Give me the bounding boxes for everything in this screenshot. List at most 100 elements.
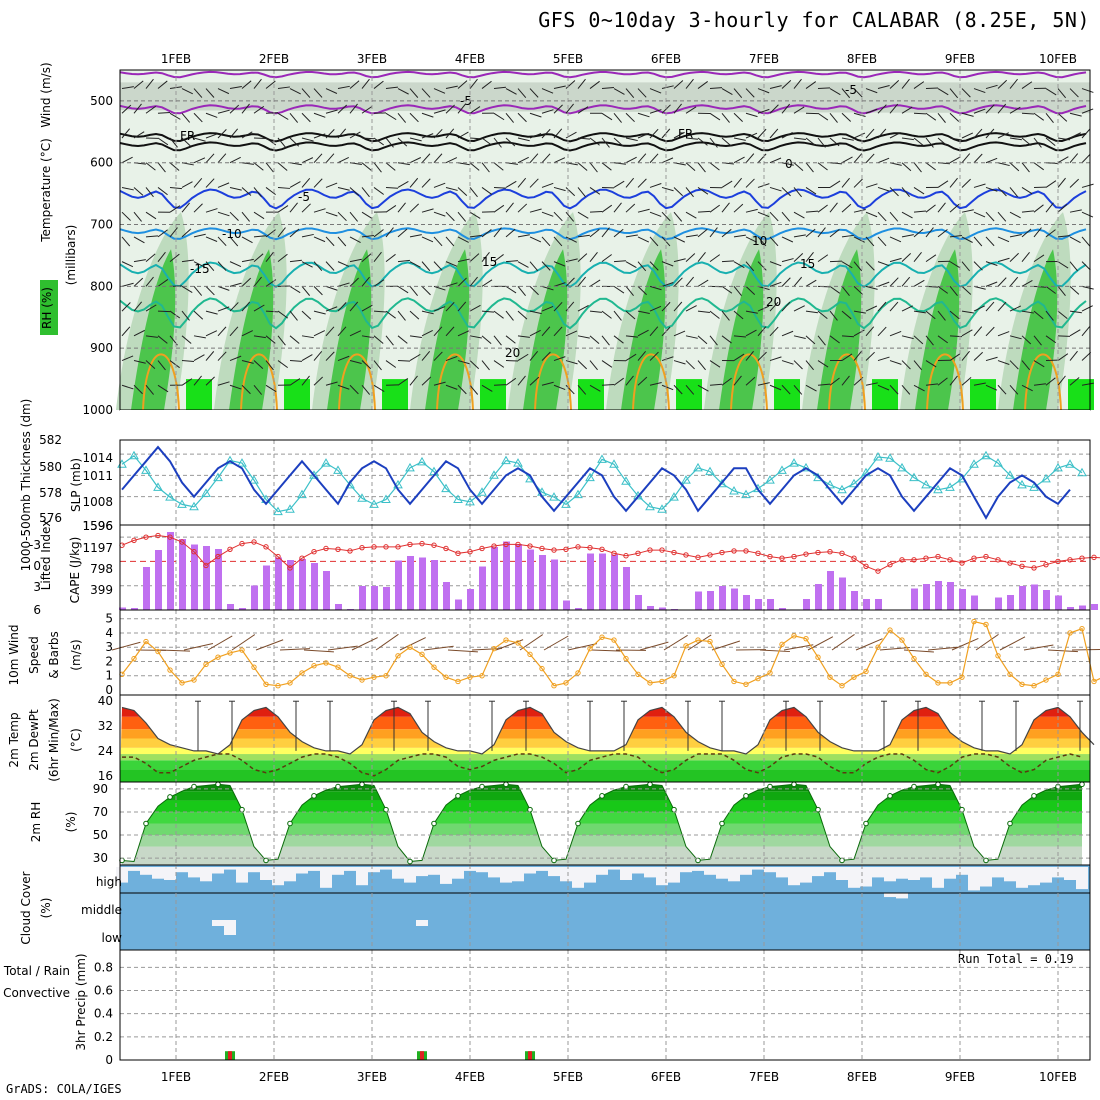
wind-barb xyxy=(541,351,551,361)
wind-barb xyxy=(829,162,842,165)
contour-label: FR xyxy=(678,127,693,141)
rh-shading xyxy=(120,82,1090,114)
ylabel-total-rain: Total / Rain xyxy=(3,964,70,978)
wind-barb xyxy=(397,180,409,188)
wind-barb xyxy=(541,285,554,291)
wind-barb xyxy=(277,162,288,171)
cloud-cell-low xyxy=(212,920,224,926)
wind-barb xyxy=(817,162,828,171)
wind-barb xyxy=(253,162,264,171)
wind-barb xyxy=(481,279,493,287)
wind-barb xyxy=(793,384,803,395)
thickness-point xyxy=(825,479,835,489)
rh2m-band xyxy=(122,823,1082,836)
wind-barb xyxy=(265,310,279,313)
wind-barb xyxy=(1081,183,1094,188)
cloud-cell-high xyxy=(248,867,260,873)
wind-barb xyxy=(181,310,190,321)
wind-barb xyxy=(901,360,911,370)
thickness-point xyxy=(765,475,775,484)
cape-bar xyxy=(527,549,534,610)
wind-barb xyxy=(625,137,638,142)
wind-barb xyxy=(169,112,181,120)
wind-barb xyxy=(1021,162,1030,173)
cloud-cell-high xyxy=(884,867,896,882)
wind-barb xyxy=(409,286,418,296)
wind-barb xyxy=(1081,108,1094,114)
wind-barb xyxy=(361,137,375,140)
wind-barb xyxy=(817,112,829,121)
wind-barb xyxy=(637,236,650,243)
lifted-index-point xyxy=(503,541,509,548)
wind-barb xyxy=(613,180,625,188)
wind-barb xyxy=(421,133,434,139)
cloud-cell-high xyxy=(836,867,848,880)
wind-barb xyxy=(841,88,851,99)
wind-barb xyxy=(937,335,948,344)
wind-barb xyxy=(229,355,242,362)
wind-barb-10m xyxy=(639,641,669,651)
wind-barb xyxy=(1081,153,1091,164)
cape-bar xyxy=(1055,595,1062,610)
ylabel-cloud-units: (%) xyxy=(39,898,53,919)
rh-shading xyxy=(131,249,176,410)
wind-barb xyxy=(1069,285,1080,295)
lifted-index-point xyxy=(947,557,953,563)
wind-barb xyxy=(865,326,875,337)
wind-barb xyxy=(889,330,902,337)
wind-barb xyxy=(205,88,215,98)
wind-barb xyxy=(373,229,384,238)
wind-barb xyxy=(1081,305,1093,312)
wind-barb xyxy=(781,103,791,114)
wind-barb-10m xyxy=(471,648,502,651)
wind-barb xyxy=(757,108,770,114)
rh-shading xyxy=(970,379,996,410)
thickness-point xyxy=(969,459,979,468)
thickness-point xyxy=(717,478,727,488)
wind-barb xyxy=(685,211,697,219)
wind-barb xyxy=(997,277,1007,287)
wind-barb xyxy=(145,253,156,263)
wind-barb xyxy=(193,286,203,296)
wind-barb xyxy=(733,203,744,213)
rh-shading xyxy=(523,249,568,410)
cape-tick-label: 1596 xyxy=(82,519,113,533)
cloud-cell-high xyxy=(116,867,128,883)
wind-barb xyxy=(553,356,566,362)
isotherm-15 xyxy=(119,261,1087,288)
precip-tick-label: 0 xyxy=(105,1053,113,1067)
wind-barb xyxy=(757,305,770,312)
wind-barb-10m xyxy=(327,645,358,651)
wind-barb xyxy=(205,236,218,242)
wind-barb xyxy=(877,128,887,139)
lifted-index-point xyxy=(515,541,521,548)
wind-barb xyxy=(589,137,600,146)
wind-barb xyxy=(265,162,274,173)
wind-barb xyxy=(793,137,806,140)
wind-barb xyxy=(973,326,983,337)
lifted-index-point xyxy=(971,555,977,561)
wind-barb xyxy=(397,137,408,147)
wind-speed-point xyxy=(203,661,209,668)
wind-barb xyxy=(805,360,814,371)
contour-label: -5 xyxy=(298,190,310,204)
wind-barb xyxy=(529,261,539,272)
wind-barb xyxy=(889,277,899,287)
x-tick-label-bottom: 7FEB xyxy=(749,1070,779,1084)
wind-barb xyxy=(589,80,600,89)
wind-barb xyxy=(385,253,396,263)
wind-barb xyxy=(925,137,934,148)
wind-barb xyxy=(877,384,890,391)
lifted-index-point xyxy=(767,553,773,560)
wind-barb xyxy=(181,228,192,238)
wind-barb xyxy=(145,211,157,220)
rh2m-point xyxy=(1079,781,1085,788)
wind-speed-point xyxy=(395,653,401,659)
wind-speed-point xyxy=(155,648,161,655)
wind-barb xyxy=(229,128,239,139)
ylabel-temp-units: (°C) xyxy=(69,728,83,752)
cloud-cell-middle xyxy=(884,893,896,898)
wind-barb xyxy=(229,86,242,90)
wind-barb xyxy=(901,234,914,238)
rh-shading xyxy=(621,249,666,410)
